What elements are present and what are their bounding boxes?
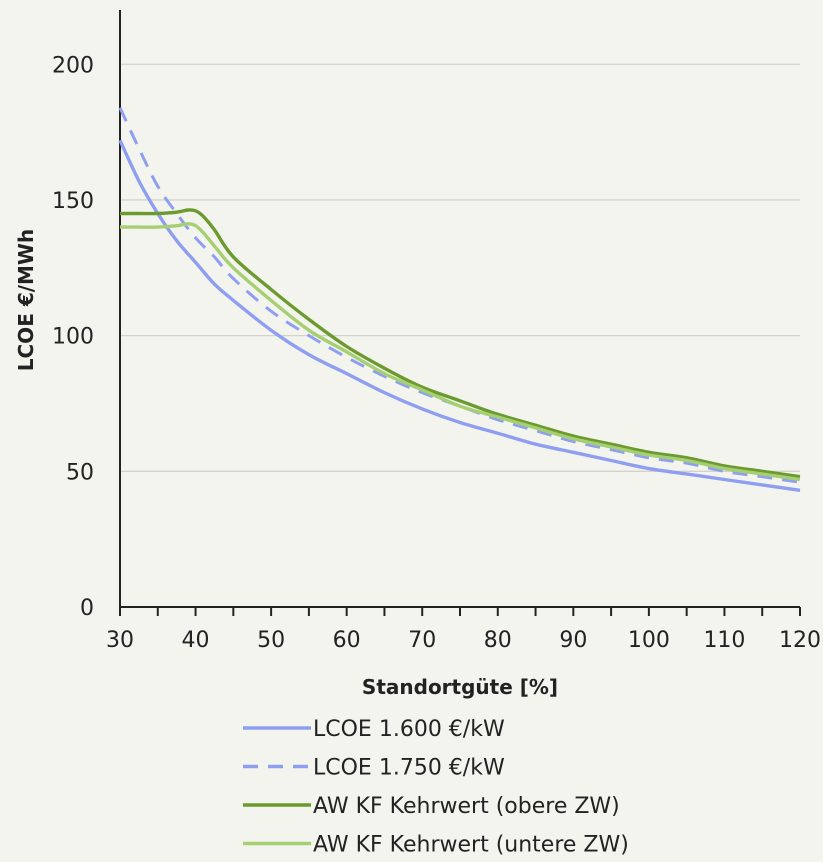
x-axis-title: Standortgüte [%]	[362, 675, 558, 699]
y-axis-title: LCOE €/MWh	[14, 229, 38, 371]
x-tick-label-30: 30	[106, 628, 134, 653]
y-tick-label-150: 150	[52, 189, 94, 214]
x-tick-label-50: 50	[257, 628, 285, 653]
series-line-2	[118, 107, 801, 484]
legend-label-3: AW KF Kehrwert (obere ZW)	[313, 794, 620, 819]
x-tick-label-100: 100	[628, 628, 670, 653]
x-tick-label-60: 60	[333, 628, 361, 653]
legend-label-2: LCOE 1.750 €/kW	[313, 756, 505, 781]
tick-labels: 0 50 100 150 200 30 40 50 60 70 80 90 100 110 120	[52, 53, 821, 653]
gridlines	[120, 63, 800, 472]
legend-label-1: LCOE 1.600 €/kW	[313, 717, 505, 742]
data-series	[118, 107, 801, 492]
x-tick-label-80: 80	[484, 628, 512, 653]
x-tick-label-90: 90	[559, 628, 587, 653]
series-line-3	[120, 208, 801, 479]
legend-label-4: AW KF Kehrwert (untere ZW)	[313, 833, 629, 858]
series-line-1	[118, 139, 801, 492]
x-tick-label-40: 40	[182, 628, 210, 653]
axes	[119, 10, 801, 616]
y-tick-label-100: 100	[52, 325, 94, 350]
x-tick-label-120: 120	[779, 628, 821, 653]
y-tick-label-200: 200	[52, 53, 94, 78]
y-tick-label-50: 50	[66, 460, 94, 485]
x-tick-label-110: 110	[703, 628, 745, 653]
x-tick-label-70: 70	[408, 628, 436, 653]
series-line-4	[120, 222, 801, 482]
legend: LCOE 1.600 €/kW LCOE 1.750 €/kW AW KF Kehr…	[243, 717, 629, 858]
y-tick-label-0: 0	[80, 596, 94, 621]
